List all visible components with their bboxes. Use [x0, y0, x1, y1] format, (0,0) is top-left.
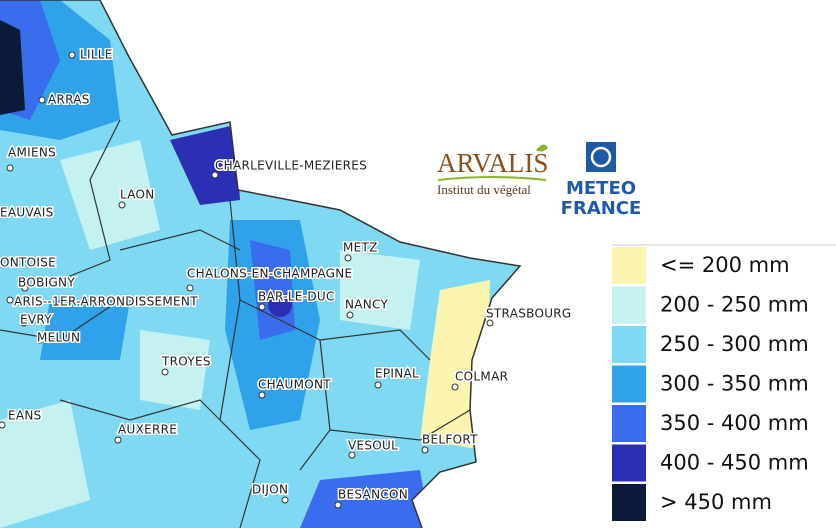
legend-label: 250 - 300 mm	[660, 332, 809, 356]
legend-label: 400 - 450 mm	[660, 451, 809, 475]
city-dot	[114, 436, 122, 444]
legend: <= 200 mm 200 - 250 mm 250 - 300 mm 300 - 3…	[612, 247, 809, 521]
city-label: ARRAS	[48, 93, 90, 107]
city-label: MELUN	[37, 331, 80, 345]
city-dot	[344, 254, 352, 262]
legend-label: 350 - 400 mm	[660, 411, 809, 435]
city-label: BELFORT	[422, 433, 478, 447]
legend-swatch	[612, 365, 646, 403]
legend-swatch	[612, 286, 646, 324]
city-dot	[258, 303, 266, 311]
city-dot	[186, 284, 194, 292]
logo-mark	[590, 146, 612, 168]
city-label: ONTOISE	[0, 256, 56, 270]
city-dot	[36, 336, 44, 344]
legend-swatch	[612, 444, 646, 482]
city-dot	[6, 164, 14, 172]
city-label: ARIS--1ER-ARRONDISSEMENT	[14, 295, 198, 309]
city-dot	[334, 501, 342, 509]
legend-label: 200 - 250 mm	[660, 293, 809, 317]
city-label: BOBIGNY	[18, 276, 75, 290]
legend-label: > 450 mm	[660, 490, 772, 514]
legend-label: <= 200 mm	[660, 253, 790, 277]
city-label: AUXERRE	[118, 423, 177, 437]
city-dot	[281, 496, 289, 504]
city-label: TROYES	[161, 355, 211, 369]
city-dot	[118, 201, 126, 209]
city-label: BAR-LE-DUC	[258, 290, 335, 304]
logo-box	[586, 142, 616, 172]
city-dot	[374, 381, 382, 389]
city-dot	[38, 96, 46, 104]
city-label: DIJON	[252, 483, 288, 497]
city-label: VESOUL	[348, 439, 398, 453]
legend-swatch	[612, 484, 646, 521]
city-dot	[451, 383, 459, 391]
city-dot	[0, 421, 6, 429]
city-label: METZ	[343, 241, 378, 255]
city-label: EANS	[8, 409, 42, 423]
city-label: STRASBOURG	[486, 307, 572, 321]
meteo-france-logo: METEO FRANCE	[561, 142, 642, 219]
city-label: CHARLEVILLE-MEZIERES	[215, 159, 367, 173]
city-label: BESANCON	[338, 488, 408, 502]
city-dot	[68, 51, 76, 59]
city-label: LILLE	[80, 48, 113, 62]
city-dot	[161, 368, 169, 376]
city-dot	[421, 446, 429, 454]
city-labels: LILLE ARRAS AMIENS CHARLEVILLE-MEZIERES …	[0, 46, 573, 509]
city-dot	[486, 319, 494, 327]
logo-leaf	[536, 144, 548, 152]
arvalis-logo: ARVALIS Institut du végétal	[437, 144, 548, 197]
city-label: COLMAR	[455, 370, 508, 384]
city-dot	[211, 171, 219, 179]
legend-swatch	[612, 326, 646, 363]
city-label: EPINAL	[375, 367, 419, 381]
border	[0, 0, 522, 528]
logo-title: ARVALIS	[437, 148, 548, 178]
city-label: CHALONS-EN-CHAMPAGNE	[187, 267, 352, 281]
city-label: NANCY	[345, 298, 389, 312]
legend-swatch	[612, 405, 646, 442]
city-dot	[348, 451, 356, 459]
city-label: EVRY	[20, 313, 52, 327]
city-dot	[6, 296, 14, 304]
legend-label: 300 - 350 mm	[660, 372, 809, 396]
logo-subtitle: Institut du végétal	[437, 182, 531, 197]
city-dot	[346, 311, 354, 319]
city-dot	[258, 391, 266, 399]
city-label: CHAUMONT	[258, 378, 331, 392]
logo-line: METEO	[566, 178, 636, 199]
city-dot	[21, 284, 29, 292]
logo-swoosh	[437, 176, 547, 181]
logo-line: FRANCE	[561, 198, 642, 219]
legend-swatch	[612, 247, 646, 284]
city-label: AMIENS	[8, 146, 56, 160]
city-label: EAUVAIS	[0, 206, 53, 220]
city-label: LAON	[120, 188, 155, 202]
city-dot	[20, 319, 28, 327]
